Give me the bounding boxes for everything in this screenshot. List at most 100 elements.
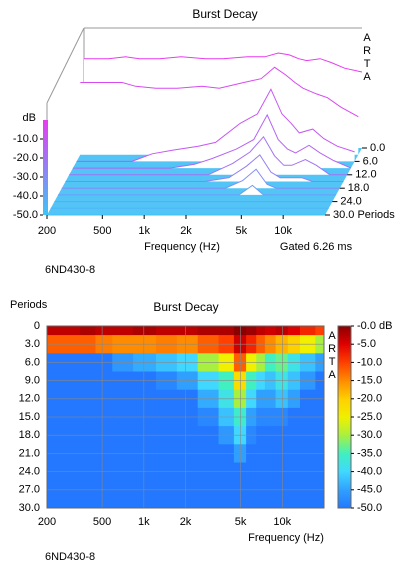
caption: 6ND430-8 (45, 264, 95, 276)
heat-cell (287, 498, 301, 509)
heat-cell (218, 498, 235, 509)
x-tick-label: 2k (180, 516, 192, 528)
colorbar-segment (338, 326, 351, 345)
x-tick-label: 10k (273, 516, 291, 528)
chart-title: Burst Decay (192, 7, 257, 21)
slice-shade (69, 136, 348, 175)
caption: 6ND430-8 (45, 551, 95, 563)
y-tick-label: 21.0 (19, 447, 40, 459)
colorbar-segment (338, 471, 351, 491)
y-tick-label: 30.0 (19, 502, 40, 514)
slice-shade (76, 89, 355, 162)
decay-slice (80, 66, 359, 118)
colorbar-segment (338, 489, 351, 509)
watermark: ARTA (326, 330, 338, 382)
heat-cell (233, 498, 247, 509)
y-tick-label: 9.0 (25, 375, 40, 387)
heat-cell (197, 326, 220, 336)
y-tick-label: 6.0 (25, 356, 40, 368)
y-tick-label: -20.0 (13, 152, 38, 164)
x-tick-label: 1k (138, 225, 150, 237)
x-tick-label: 10k (274, 225, 292, 237)
decay-slice (65, 154, 344, 182)
heat-cell (315, 326, 325, 336)
y-tick-label: 15.0 (19, 411, 40, 423)
db-colorbar (43, 120, 48, 215)
y-tick-label: 12.0 (19, 393, 40, 405)
decay-slice (69, 135, 348, 176)
heat-cell (133, 498, 157, 509)
heat-cell (80, 326, 96, 336)
slice-shade (72, 114, 351, 169)
heat-cell (156, 326, 178, 336)
heat-cell (299, 498, 316, 509)
y-tick-label: -10.0 (13, 133, 38, 145)
x-tick-label: 500 (93, 225, 111, 237)
heat-cell (47, 498, 60, 509)
heat-cell (246, 326, 257, 336)
heat-cell (197, 498, 220, 509)
colorbar-label: -25.0 (357, 411, 382, 423)
heat-cell (112, 498, 134, 509)
heat-cell (275, 326, 289, 336)
slice-shade (65, 154, 344, 182)
z-tick-label: 6.0 (363, 155, 378, 167)
heat-cell (299, 326, 316, 336)
heat-cell (256, 498, 266, 509)
colorbar-label: -50.0 (357, 502, 382, 514)
x-axis-label: Frequency (Hz) (248, 532, 324, 544)
y-tick-label: -40.0 (13, 190, 38, 202)
z-tick-label: 30.0 Periods (333, 209, 395, 221)
heat-cell (80, 498, 96, 509)
heat-cell (275, 498, 289, 509)
x-tick-label: 2k (180, 225, 192, 237)
colorbar-label: -40.0 (357, 466, 382, 478)
decay-slice (84, 52, 363, 73)
colorbar-label: -15.0 (357, 375, 382, 387)
plot-frame (46, 325, 325, 509)
colorbar-label: -0.0 dB (357, 320, 392, 332)
x-tick-label: 1k (138, 516, 150, 528)
heat-cell (246, 498, 257, 509)
decay-slice (76, 88, 355, 162)
heat-cell (133, 326, 157, 336)
colorbar-segment (338, 362, 351, 382)
heat-cell (233, 326, 247, 336)
x-axis-label: Frequency (Hz) (144, 241, 220, 253)
chart-title: Burst Decay (153, 300, 218, 314)
z-tick-label: 0.0 (370, 142, 385, 154)
z-tick-label: 24.0 (340, 196, 361, 208)
heat-cell (287, 326, 301, 336)
y-tick-label: 27.0 (19, 484, 40, 496)
x-tick-label: 5k (235, 516, 247, 528)
heat-cell (59, 498, 81, 509)
x-tick-label: 5k (236, 225, 248, 237)
z-tick-label: 12.0 (355, 169, 376, 181)
colorbar-segment (338, 380, 351, 400)
z-tick-label: 18.0 (348, 182, 369, 194)
colorbar-label: -20.0 (357, 393, 382, 405)
heat-cell (218, 326, 235, 336)
heat-cell (264, 498, 277, 509)
y-tick-label: 24.0 (19, 466, 40, 478)
y-tick-label: 18.0 (19, 429, 40, 441)
heat-cell (95, 498, 113, 509)
decay-slice (72, 113, 352, 169)
colorbar-label: -5.0 (357, 338, 376, 350)
colorbar-label: -35.0 (357, 447, 382, 459)
colorbar-label: -30.0 (357, 429, 382, 441)
heat-cell (47, 326, 60, 336)
colorbar-segment (338, 398, 351, 418)
x-tick-label: 200 (38, 516, 56, 528)
heat-cell (112, 326, 134, 336)
y-tick-label: -50.0 (13, 209, 38, 221)
watermark: ARTA (361, 32, 373, 84)
heat-cell (95, 326, 113, 336)
heat-cell (176, 326, 199, 336)
y-axis-label: Periods (10, 299, 48, 311)
wall-edge (46, 27, 85, 104)
x-tick-label: 200 (38, 225, 56, 237)
y-tick-label: -30.0 (13, 171, 38, 183)
y-tick-label: 3.0 (25, 338, 40, 350)
